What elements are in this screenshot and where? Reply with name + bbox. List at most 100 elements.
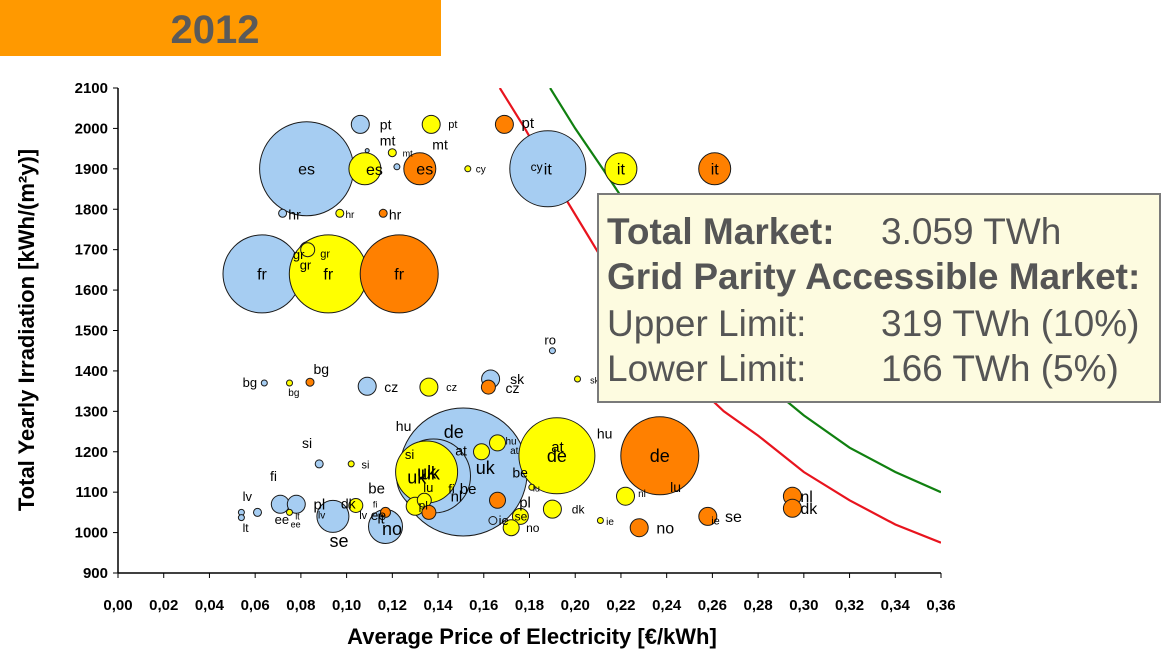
y-tick-label: 1600 (75, 282, 108, 299)
country-label-se: se (330, 531, 349, 551)
upper-limit-value: 319 TWh (10%) (881, 303, 1140, 344)
total-market-label: Total Market: (607, 211, 835, 252)
bubble-cz-yellow (419, 377, 439, 397)
country-label-no: no (382, 519, 402, 539)
country-label-be: be (460, 481, 477, 498)
country-label-be: be (368, 480, 385, 497)
y-ticks: 900 1000 1100 1200 1300 1400 1500 1600 1700 1800 1… (75, 80, 118, 582)
x-tick-label: 0,24 (652, 597, 682, 614)
country-label-no: no (656, 520, 674, 537)
bubble-mt-blue (364, 148, 370, 154)
country-label-hu: hu (396, 418, 412, 434)
country-label-pl: pl (419, 498, 428, 512)
y-tick-label: 1200 (75, 444, 108, 461)
country-label-ro: ro (544, 332, 556, 347)
country-label-es: es (416, 161, 433, 178)
country-label-lv: lv (359, 510, 367, 522)
x-tick-label: 0,08 (286, 597, 315, 614)
country-label-pl: pl (519, 495, 531, 512)
x-tick-label: 0,06 (241, 597, 270, 614)
country-label-ie: ie (606, 517, 614, 528)
country-label-ee: ee (371, 507, 387, 523)
country-label-be: be (512, 465, 528, 481)
country-label-uk: uk (407, 468, 427, 488)
bubble-es-yellow (348, 152, 382, 186)
country-label-pl: pl (314, 497, 326, 514)
country-label-dk: dk (800, 501, 818, 518)
country-label-lt: lt (378, 510, 385, 526)
x-tick-label: 0,32 (835, 597, 864, 614)
y-tick-label: 1100 (75, 484, 108, 501)
country-label-si: si (362, 460, 370, 472)
country-label-nl: nl (638, 489, 646, 500)
total-market-value: 3.059 TWh (881, 211, 1062, 252)
bubble-label-fr: fr (394, 267, 404, 284)
country-label-cz: cz (384, 379, 398, 395)
country-label-se: se (515, 510, 528, 524)
country-label-dk: dk (572, 502, 586, 516)
bubble-se-yellow (511, 507, 529, 525)
country-label-ee: ee (275, 512, 289, 527)
x-tick-label: 0,34 (881, 597, 911, 614)
x-tick-label: 0,20 (561, 597, 590, 614)
country-label-bg: bg (243, 375, 257, 390)
country-label-se: se (725, 509, 742, 526)
bubble-ie-yellow (596, 517, 604, 524)
year-banner: 2012 (0, 0, 441, 56)
bubble-nl-yellow (616, 486, 635, 506)
country-label-sk: sk (510, 371, 525, 387)
bubble-label-uk: uk (417, 462, 437, 482)
country-label-pt: pt (522, 115, 535, 132)
bubble-bg-blue (260, 379, 268, 387)
bubble-hu-yellow (489, 434, 506, 452)
x-tick-label: 0,28 (744, 597, 773, 614)
country-label-bg: bg (314, 361, 330, 377)
country-label-cz: cz (446, 382, 457, 394)
bubble-dk-blue (253, 507, 262, 517)
country-label-sk: sk (590, 375, 600, 385)
bubble-dk-yellow (542, 499, 562, 519)
y-axis-label: Total Yearly Irradiation [kWh/(m²y)] (14, 149, 39, 511)
bubble-label-it: it (711, 161, 720, 178)
bubble-cz-orange (480, 379, 496, 395)
bubble-bg-orange (305, 377, 315, 387)
lower-limit-label: Lower Limit: (607, 348, 807, 389)
bubble-hr-blue (278, 208, 288, 218)
country-label-lu: lu (670, 479, 681, 495)
bubble-gr-yellow (300, 242, 316, 258)
bubble-lu-yellow (528, 483, 536, 491)
country-label-cy: cy (476, 164, 486, 175)
country-label-no: no (526, 521, 540, 535)
bubble-it-orange (698, 152, 732, 186)
bubble-mt-yellow (387, 148, 397, 158)
x-ticks: 0,00 0,02 0,04 0,06 0,08 0,10 0,12 0,14 0,16 0,18… (103, 573, 956, 614)
country-label-ie: ie (711, 515, 720, 527)
x-tick-label: 0,14 (423, 597, 453, 614)
country-label-dk: dk (341, 495, 357, 511)
bubble-no-orange (629, 518, 649, 538)
bubble-label-fr: fr (323, 267, 333, 284)
market-info-box: Total Market: 3.059 TWh Grid Parity Acce… (597, 193, 1161, 403)
country-label-uk: uk (421, 464, 441, 484)
bubble-bg-yellow (286, 379, 293, 387)
country-label-fi: fi (270, 468, 277, 484)
y-tick-label: 1300 (75, 403, 108, 420)
country-label-es: es (366, 162, 383, 179)
country-label-at: at (551, 439, 564, 456)
bubble-cy-yellow (464, 165, 472, 173)
y-tick-label: 900 (83, 565, 108, 582)
bubble-fi-yellow (348, 498, 364, 513)
x-tick-label: 0,00 (103, 597, 132, 614)
country-label-cy: cy (531, 160, 543, 174)
bubble-no-yellow (502, 519, 520, 537)
country-label-nl: nl (451, 489, 463, 506)
country-label-bg: bg (288, 388, 299, 399)
bubble-lt-blue (237, 514, 245, 522)
bubble-lv-yellow (286, 508, 293, 516)
country-label-hu: hu (506, 436, 517, 447)
y-tick-label: 2000 (75, 120, 108, 137)
x-tick-label: 0,02 (149, 597, 178, 614)
x-tick-label: 0,26 (698, 597, 727, 614)
bubble-pt-orange (494, 114, 514, 134)
